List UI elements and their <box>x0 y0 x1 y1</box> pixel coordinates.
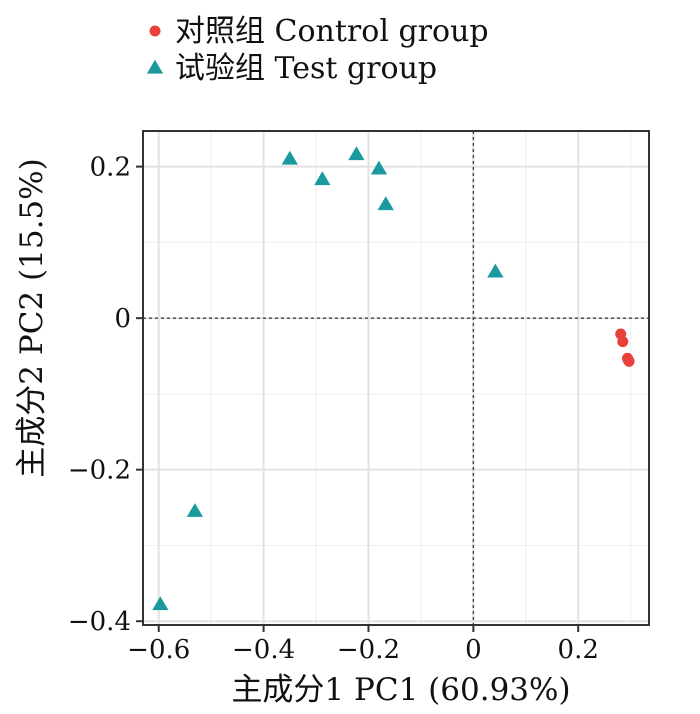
x-tick-label: −0.4 <box>232 635 295 665</box>
legend-control-label: 对照组 Control group <box>175 14 489 49</box>
x-tick-label: 0 <box>465 635 482 665</box>
x-axis-ticks: −0.6 −0.4 −0.2 0 0.2 <box>127 625 599 665</box>
test-group-point <box>281 150 298 165</box>
y-axis-title: 主成分2 PC2 (15.5%) <box>14 158 50 477</box>
data-points <box>152 146 635 611</box>
x-axis-title: 主成分1 PC1 (60.93%) <box>231 672 570 708</box>
y-tick-label: 0 <box>114 304 131 334</box>
legend-test-marker <box>146 59 164 74</box>
x-tick-label: 0.2 <box>558 635 599 665</box>
x-tick-label: −0.2 <box>337 635 400 665</box>
y-tick-label: 0.2 <box>90 153 131 183</box>
x-tick-label: −0.6 <box>127 635 190 665</box>
control-group-point <box>617 336 629 348</box>
test-group-point <box>314 171 331 186</box>
legend-test-label: 试验组 Test group <box>175 51 437 86</box>
grid <box>143 131 649 625</box>
test-group-point <box>487 263 504 278</box>
test-group-point <box>348 146 365 161</box>
plot-frame <box>142 130 650 626</box>
test-group-point <box>370 160 388 175</box>
test-group-point <box>377 196 394 211</box>
test-group-point <box>152 596 169 611</box>
y-tick-label: −0.2 <box>68 456 131 486</box>
y-axis-ticks: 0.2 0 −0.2 −0.4 <box>68 153 143 637</box>
reference-lines <box>143 131 649 625</box>
legend-control-marker <box>149 25 161 37</box>
y-tick-label: −0.4 <box>68 607 131 637</box>
test-group-point <box>186 503 204 517</box>
control-group-point <box>622 354 634 366</box>
